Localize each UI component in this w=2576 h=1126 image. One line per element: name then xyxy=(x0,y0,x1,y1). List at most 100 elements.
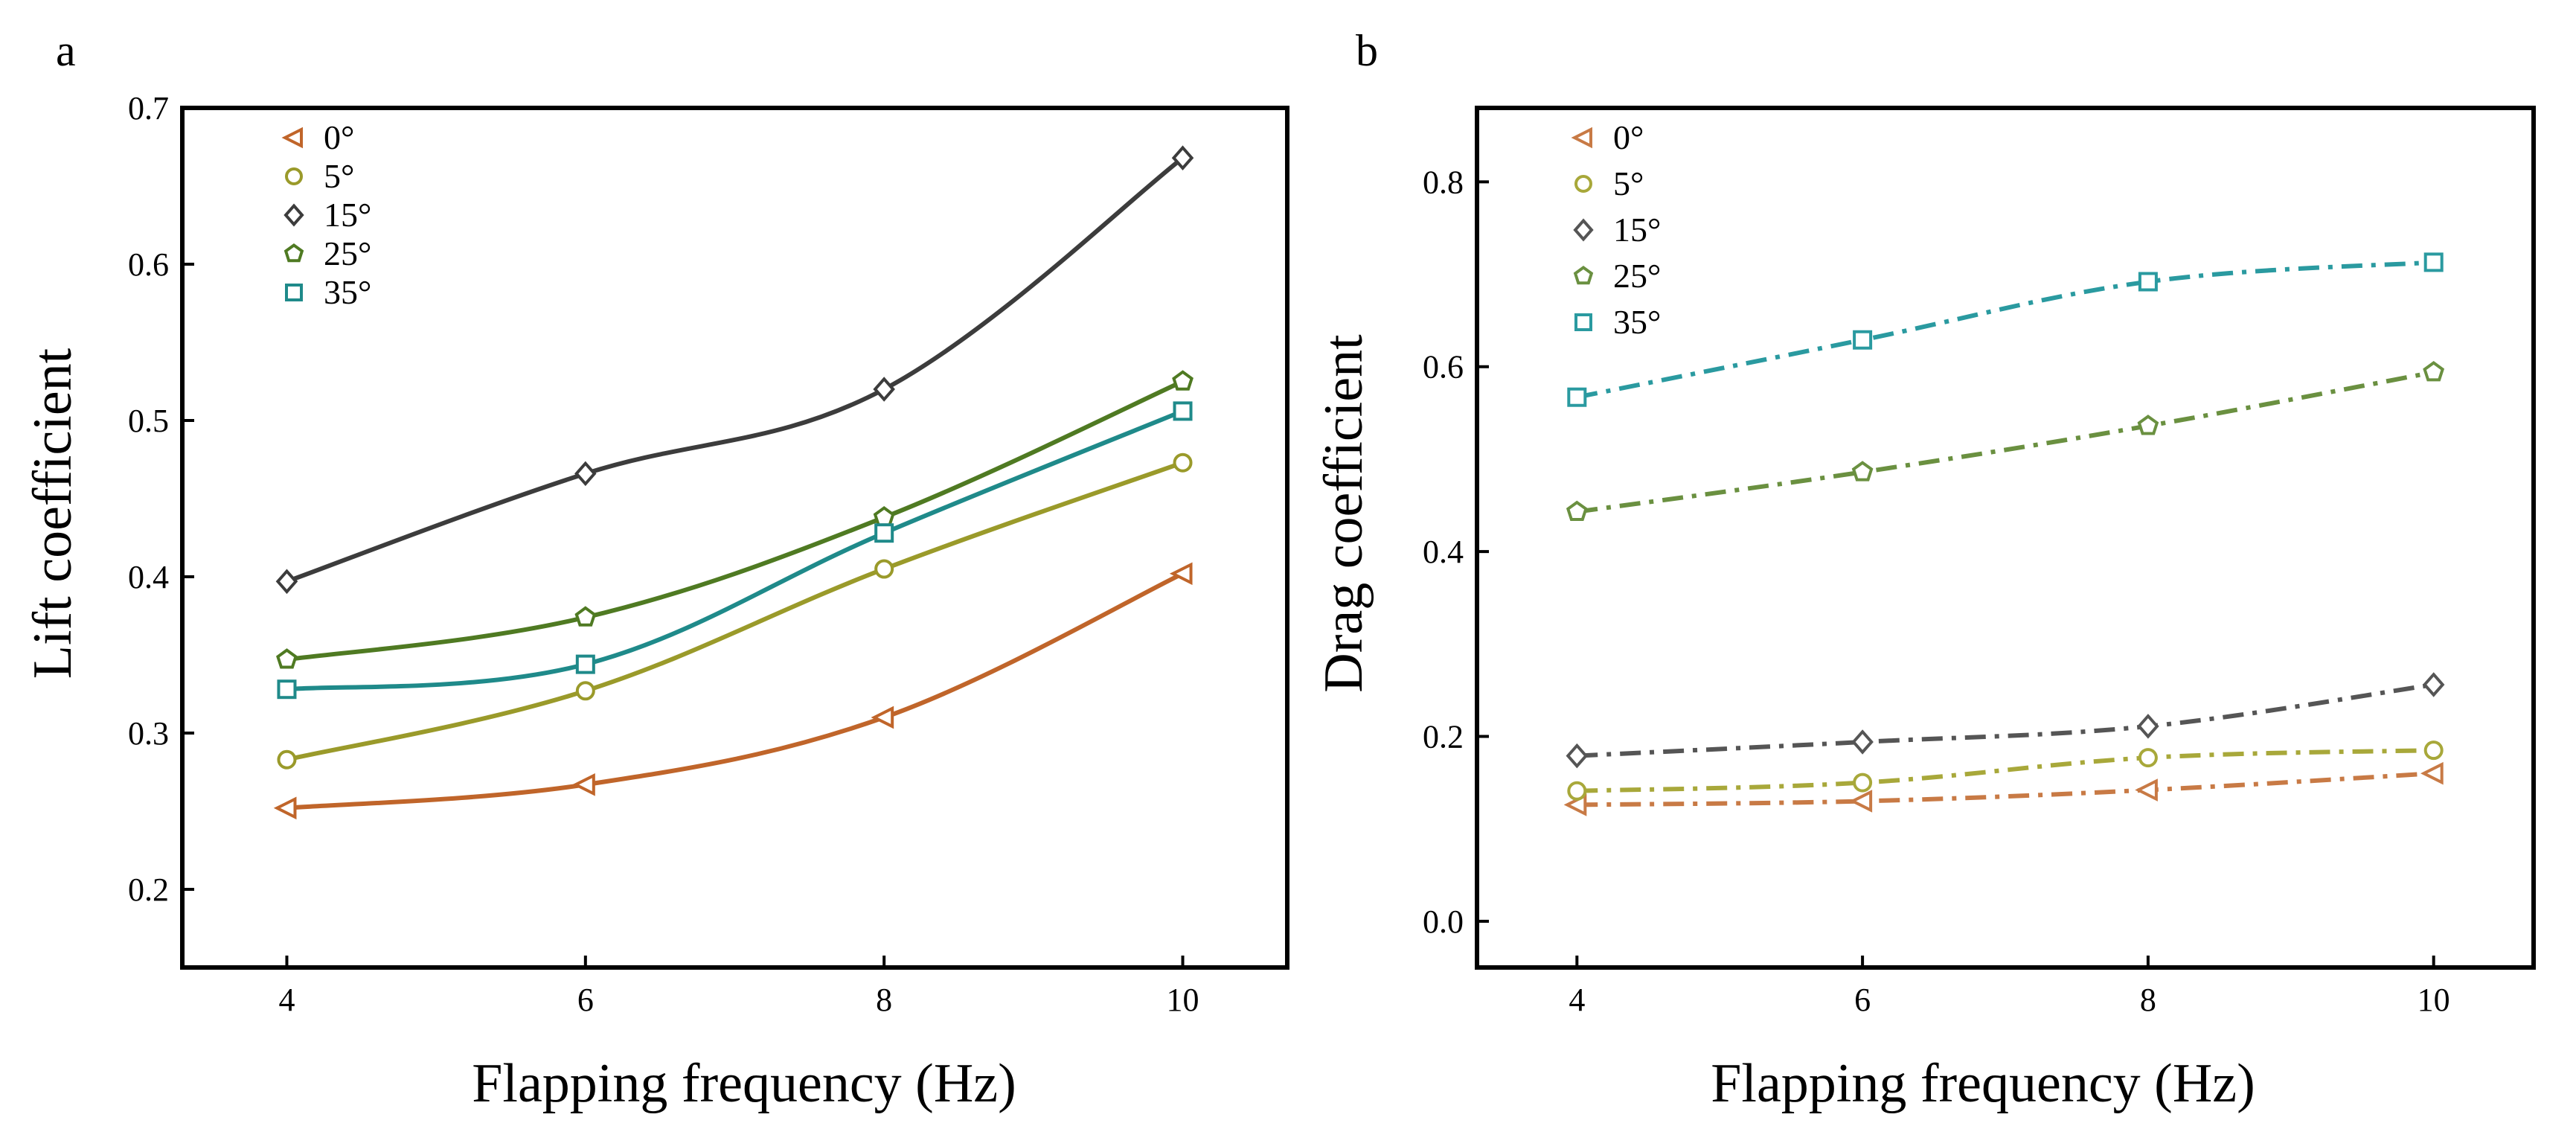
panel-b-ticks: 4 6 8 10 0.0 0.2 0.4 0.6 0.8 xyxy=(1423,164,2450,1018)
data-point-0deg xyxy=(1169,562,1193,586)
panel-b-series-markers xyxy=(1563,252,2445,816)
data-point-15deg xyxy=(275,569,298,595)
y-tick-label: 0.2 xyxy=(1423,719,1464,755)
legend-label: 15° xyxy=(1613,211,1661,249)
data-point-5deg xyxy=(277,749,297,770)
legend-label: 0° xyxy=(1613,118,1644,156)
data-point-15deg xyxy=(1171,145,1194,170)
legend-marker-15deg xyxy=(1573,218,1594,242)
data-point-35deg xyxy=(2423,252,2444,272)
panel-b-legend: 0° 5° 15° 25° 35° xyxy=(1571,118,1661,341)
series-line-25deg xyxy=(1576,370,2435,514)
legend-label: 0° xyxy=(324,118,354,156)
x-tick-label: 4 xyxy=(278,982,295,1018)
data-point-5deg xyxy=(2423,740,2444,761)
legend-marker-35deg xyxy=(285,284,303,301)
data-point-25deg xyxy=(873,506,895,527)
panel-a-xlabel: Flapping frequency (Hz) xyxy=(472,1053,1016,1114)
panel-a-plot-frame xyxy=(180,106,1289,970)
data-point-5deg xyxy=(575,681,595,701)
data-point-15deg xyxy=(574,461,597,487)
data-point-5deg xyxy=(1853,772,1873,793)
series-line-5deg xyxy=(286,460,1184,762)
panel-a-letter: a xyxy=(56,26,76,75)
panel-a-ylabel: Lift coefficient xyxy=(22,348,83,679)
data-point-5deg xyxy=(874,559,894,579)
series-line-0deg xyxy=(286,572,1184,810)
data-point-0deg xyxy=(2420,761,2444,785)
panel-b-ylabel: Drag coefficient xyxy=(1313,334,1374,693)
legend-label: 5° xyxy=(324,157,354,195)
data-point-35deg xyxy=(874,523,894,543)
panel-a-series-markers xyxy=(273,145,1194,820)
x-tick-label: 10 xyxy=(2418,982,2450,1018)
series-line-5deg xyxy=(1577,748,2434,793)
legend-marker-0deg xyxy=(1571,127,1592,149)
data-point-0deg xyxy=(2135,778,2158,802)
y-tick-label: 0.4 xyxy=(128,559,169,595)
data-point-0deg xyxy=(273,796,297,820)
legend-label: 35° xyxy=(324,273,371,311)
y-tick-label: 0.6 xyxy=(1423,349,1464,386)
panel-b-xlabel: Flapping frequency (Hz) xyxy=(1711,1053,2255,1114)
legend-marker-25deg xyxy=(1573,266,1594,285)
panel-b-letter: b xyxy=(1356,26,1378,75)
legend-label: 5° xyxy=(1613,164,1644,202)
panel-b-series-lines xyxy=(1576,260,2435,807)
data-point-35deg xyxy=(1567,387,1587,407)
x-tick-label: 10 xyxy=(1167,982,1199,1018)
panel-a-legend: 0°5°15°25°35° xyxy=(281,118,371,311)
y-tick-label: 0.2 xyxy=(128,871,169,908)
x-tick-label: 6 xyxy=(577,982,594,1018)
data-point-0deg xyxy=(572,772,595,796)
data-point-25deg xyxy=(1566,500,1588,521)
series-line-35deg xyxy=(1576,260,2434,400)
data-point-15deg xyxy=(1851,729,1874,755)
series-line-25deg xyxy=(286,379,1184,662)
panel-b-plot-frame xyxy=(1475,106,2536,970)
panel-b: b Drag coefficient Flapping frequency (H… xyxy=(1313,26,2536,1114)
data-point-25deg xyxy=(1172,370,1194,391)
legend-marker-5deg xyxy=(1574,175,1592,193)
panel-a-series-lines xyxy=(286,156,1185,810)
x-tick-label: 8 xyxy=(876,982,892,1018)
data-point-0deg xyxy=(1849,790,1873,813)
y-tick-label: 0.7 xyxy=(128,90,169,127)
legend-marker-35deg xyxy=(1574,313,1592,331)
data-point-25deg xyxy=(1851,461,1874,482)
y-tick-label: 0.6 xyxy=(128,246,169,283)
data-point-15deg xyxy=(1566,743,1589,769)
series-line-35deg xyxy=(286,409,1184,692)
data-point-25deg xyxy=(276,648,298,669)
data-point-35deg xyxy=(1853,330,1873,350)
panel-a-ticks: 4 6 8 10 0.2 0.3 0.4 0.5 0.6 0.7 xyxy=(128,90,1199,1018)
data-point-35deg xyxy=(2138,272,2158,292)
legend-marker-15deg xyxy=(283,203,304,227)
data-point-35deg xyxy=(575,654,595,674)
y-tick-label: 0.4 xyxy=(1423,534,1464,570)
y-tick-label: 0.8 xyxy=(1423,164,1464,200)
data-point-15deg xyxy=(873,377,895,402)
data-point-15deg xyxy=(2137,714,2159,739)
y-tick-label: 0.0 xyxy=(1423,903,1464,940)
legend-marker-5deg xyxy=(285,167,303,185)
data-point-25deg xyxy=(2137,415,2159,435)
data-point-15deg xyxy=(2422,672,2445,697)
data-point-35deg xyxy=(277,679,297,700)
legend-marker-25deg xyxy=(283,243,304,263)
data-point-0deg xyxy=(871,706,894,729)
data-point-5deg xyxy=(1173,452,1193,473)
series-line-15deg xyxy=(1577,682,2435,758)
legend-label: 25° xyxy=(324,234,371,272)
data-point-5deg xyxy=(1567,781,1587,801)
data-point-25deg xyxy=(2423,361,2445,382)
data-point-35deg xyxy=(1173,401,1193,421)
x-tick-label: 8 xyxy=(2140,982,2156,1018)
legend-label: 15° xyxy=(324,196,371,234)
series-line-0deg xyxy=(1577,771,2434,807)
legend-marker-0deg xyxy=(281,127,303,149)
data-point-25deg xyxy=(574,606,597,627)
data-point-5deg xyxy=(2138,748,2158,768)
x-tick-label: 6 xyxy=(1854,982,1871,1018)
